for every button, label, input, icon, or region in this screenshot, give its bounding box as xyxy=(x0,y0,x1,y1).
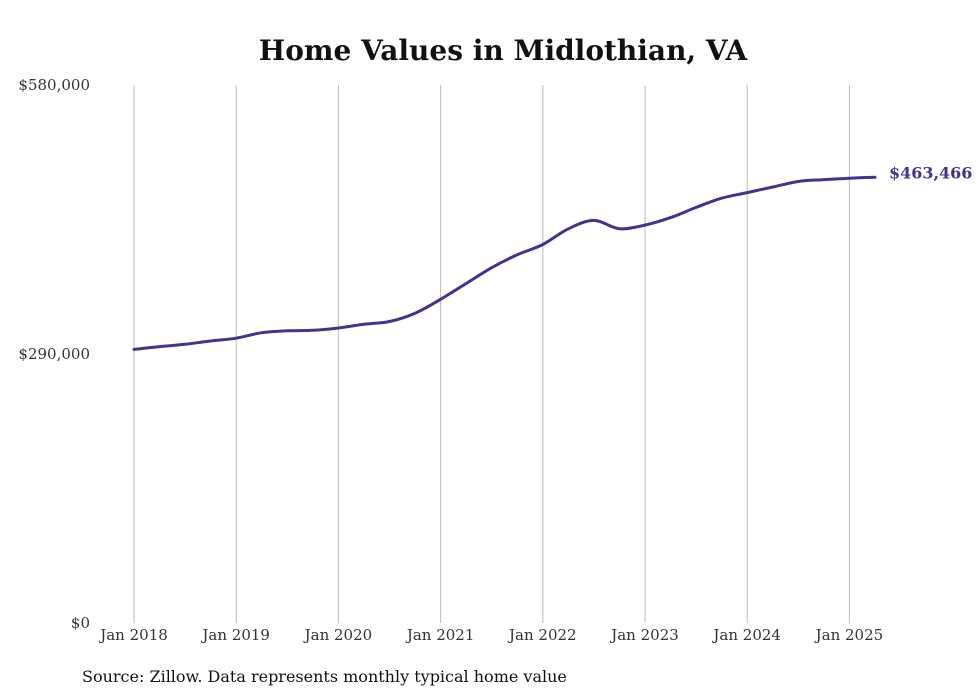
y-tick-label-1: $290,000 xyxy=(18,345,90,363)
x-tick-label-1: Jan 2019 xyxy=(200,626,270,644)
grid-lines xyxy=(133,85,850,623)
x-tick-label-6: Jan 2024 xyxy=(711,626,781,644)
series-line-0 xyxy=(132,175,877,351)
x-tick-label-4: Jan 2022 xyxy=(507,626,577,644)
x-tick-label-3: Jan 2021 xyxy=(405,626,475,644)
y-tick-label-0: $0 xyxy=(71,614,90,632)
source-note: Source: Zillow. Data represents monthly … xyxy=(82,667,567,686)
x-tick-label-2: Jan 2020 xyxy=(303,626,373,644)
x-axis-ticks: Jan 2018 Jan 2019 Jan 2020 Jan 2021 Jan 2022… xyxy=(98,626,883,644)
y-axis-ticks: $0 $290,000 $580,000 xyxy=(18,76,90,632)
y-tick-label-2: $580,000 xyxy=(18,76,90,94)
series-layer xyxy=(132,175,877,351)
x-tick-label-0: Jan 2018 xyxy=(98,626,168,644)
x-tick-label-5: Jan 2023 xyxy=(609,626,679,644)
x-tick-label-7: Jan 2025 xyxy=(814,626,884,644)
chart-title: Home Values in Midlothian, VA xyxy=(259,34,749,67)
end-value-label: $463,466 xyxy=(889,163,973,182)
